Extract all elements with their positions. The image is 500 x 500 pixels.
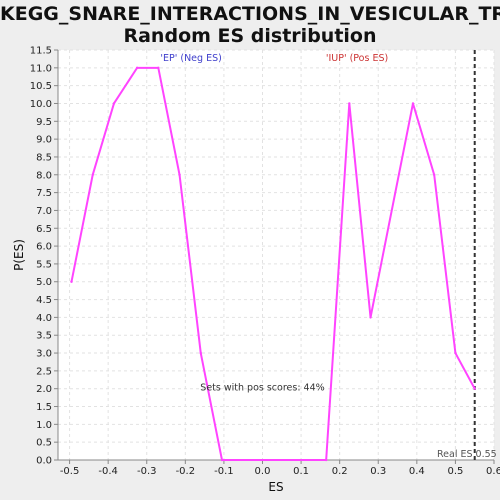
y-tick-label: 9.5 xyxy=(36,117,52,128)
y-tick-label: 4.5 xyxy=(36,295,52,306)
y-tick-label: 6.5 xyxy=(36,224,52,235)
x-tick-label: 0.0 xyxy=(255,466,271,477)
y-tick-label: 2.0 xyxy=(36,384,52,395)
data-point xyxy=(220,458,224,462)
data-point xyxy=(70,280,73,283)
x-tick-label: -0.1 xyxy=(214,466,234,477)
x-tick-label: 0.5 xyxy=(447,466,463,477)
chart-title: KEGG_SNARE_INTERACTIONS_IN_VESICULAR_TRA… xyxy=(0,3,500,47)
x-tick-label: 0.4 xyxy=(409,466,425,477)
data-point xyxy=(157,66,160,70)
data-point xyxy=(178,173,181,176)
plot-area xyxy=(58,50,494,460)
y-tick-label: 2.5 xyxy=(36,366,52,377)
x-tick-label: -0.5 xyxy=(60,466,80,477)
data-point xyxy=(112,102,116,105)
x-tick-label: -0.4 xyxy=(98,466,118,477)
y-tick-label: 3.0 xyxy=(36,349,52,360)
data-point xyxy=(324,458,328,462)
x-tick-label: 0.1 xyxy=(293,466,309,477)
y-tick-label: 8.5 xyxy=(36,152,52,163)
data-point xyxy=(135,66,139,70)
data-point xyxy=(432,173,436,176)
y-tick-label: 11.0 xyxy=(30,63,52,74)
x-tick-label: -0.3 xyxy=(137,466,157,477)
data-point xyxy=(454,351,457,355)
pos-es-label: 'IUP' (Pos ES) xyxy=(326,53,388,64)
x-tick-label: 0.6 xyxy=(486,466,500,477)
y-axis-title: P(ES) xyxy=(12,239,26,271)
data-point xyxy=(411,102,415,105)
data-point xyxy=(348,102,351,105)
y-tick-label: 11.5 xyxy=(30,46,52,57)
y-tick-label: 1.5 xyxy=(36,402,52,413)
y-tick-label: 9.0 xyxy=(36,135,52,146)
real-es-label: Real ES 0.55 xyxy=(437,449,497,460)
y-tick-label: 0.5 xyxy=(36,438,52,449)
pos-scores-annotation: Sets with pos scores: 44% xyxy=(200,382,324,393)
y-tick-label: 10.5 xyxy=(30,81,52,92)
data-point xyxy=(91,173,94,176)
y-tick-label: 5.0 xyxy=(36,277,52,288)
data-point xyxy=(199,351,202,355)
data-point xyxy=(369,316,372,319)
y-tick-label: 0.0 xyxy=(36,456,52,467)
data-point xyxy=(473,387,476,390)
y-tick-label: 7.5 xyxy=(36,188,52,199)
y-tick-label: 4.0 xyxy=(36,313,52,324)
x-tick-label: 0.3 xyxy=(370,466,386,477)
y-tick-label: 6.0 xyxy=(36,242,52,253)
y-tick-label: 8.0 xyxy=(36,170,52,181)
x-tick-label: -0.2 xyxy=(176,466,196,477)
x-axis-title: ES xyxy=(268,480,283,494)
y-tick-label: 10.0 xyxy=(30,99,52,110)
neg-es-label: 'EP' (Neg ES) xyxy=(160,53,221,64)
y-tick-label: 3.5 xyxy=(36,331,52,342)
y-tick-label: 7.0 xyxy=(36,206,52,217)
y-tick-label: 5.5 xyxy=(36,259,52,270)
x-tick-label: 0.2 xyxy=(332,466,348,477)
y-tick-label: 1.0 xyxy=(36,420,52,431)
